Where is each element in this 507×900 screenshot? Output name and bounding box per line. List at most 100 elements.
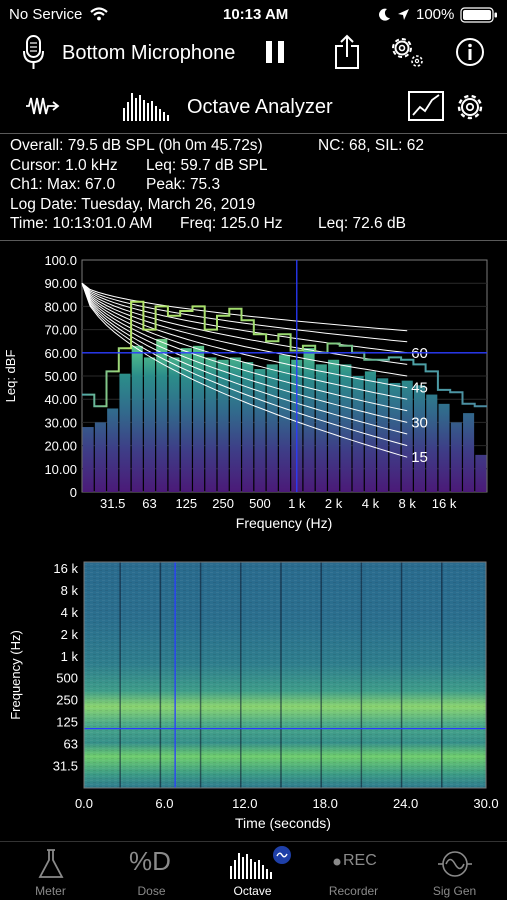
octave-bar (315, 364, 327, 492)
tab-bar: Meter %D Dose Octave REC Recorder (0, 842, 507, 900)
octave-y-tick-label: 20.00 (44, 439, 77, 454)
tab-sig-gen[interactable]: Sig Gen (404, 842, 505, 900)
nc-sil-text: NC: 68, SIL: 62 (318, 137, 424, 154)
octave-bar (229, 357, 241, 492)
tab-recorder-label: Recorder (328, 884, 379, 898)
spectrogram-cursor-leq-text: Leq: 72.6 dB (318, 215, 406, 232)
channel-max-text: Ch1: Max: 67.0 (10, 176, 116, 193)
octave-bar (389, 382, 401, 492)
rec-icon-text: REC (343, 852, 377, 869)
octave-bar (254, 369, 266, 492)
gear-icon[interactable] (455, 92, 485, 122)
nc-curve (81, 282, 408, 377)
tab-octave-label: Octave (233, 884, 272, 898)
flask-icon (38, 849, 64, 878)
nc-curve (81, 282, 408, 423)
tab-dose[interactable]: %D Dose (101, 842, 202, 900)
octave-y-axis-label: Leq: dBF (3, 350, 18, 403)
tab-meter[interactable]: Meter (0, 842, 101, 900)
spectrogram-y-tick-label: 125 (56, 715, 78, 730)
microphone-source-label[interactable]: Bottom Microphone (62, 42, 236, 64)
spectrogram-texture (84, 562, 486, 788)
microphone-icon[interactable] (22, 35, 46, 71)
log-date-text: Log Date: Tuesday, March 26, 2019 (10, 195, 256, 213)
octave-bar (450, 422, 462, 492)
octave-bar (303, 348, 315, 492)
nc-curve (81, 283, 408, 447)
spectrogram-x-axis-label: Time (seconds) (235, 815, 331, 831)
octave-bar (94, 422, 106, 492)
octave-y-tick-label: 80.00 (44, 299, 77, 314)
spectrogram-x-tick-label: 12.0 (232, 796, 257, 811)
spectrogram-cursor-freq-text: Freq: 125.0 Hz (180, 215, 283, 232)
nc-curve (81, 282, 408, 365)
clock-text: 10:13 AM (223, 6, 289, 23)
octave-y-tick-label: 50.00 (44, 369, 77, 384)
tab-octave[interactable]: Octave (202, 842, 303, 900)
nc-curve-label: 30 (411, 414, 428, 431)
spectrogram-x-tick-label: 24.0 (393, 796, 418, 811)
octave-x-tick-label: 2 k (325, 496, 343, 511)
mode-title: Octave Analyzer (187, 96, 333, 118)
octave-bar (82, 427, 94, 492)
spectrogram-x-tick-label: 30.0 (473, 796, 498, 811)
octave-bar (352, 376, 364, 492)
spectrogram-y-tick-label: 1 k (61, 649, 79, 664)
graph-settings-icon[interactable] (408, 91, 444, 121)
octave-x-tick-label: 8 k (399, 496, 417, 511)
waveform-mode-icon[interactable] (25, 95, 63, 117)
octave-bar (401, 380, 413, 492)
octave-bar (377, 378, 389, 492)
octave-bar (413, 385, 426, 492)
signal-generator-icon (438, 851, 472, 877)
tab-recorder[interactable]: REC Recorder (303, 842, 404, 900)
octave-bar (107, 408, 119, 492)
live-badge-icon (273, 846, 291, 864)
wifi-icon (90, 7, 108, 21)
measurement-info-panel: Overall: 79.5 dB SPL (0h 0m 45.72s) NC: … (10, 136, 500, 234)
spectrogram-y-tick-label: 31.5 (53, 758, 78, 773)
nc-curve (81, 282, 408, 400)
tab-sig-gen-label: Sig Gen (432, 884, 477, 898)
octave-bar (438, 403, 450, 492)
octave-bar (328, 359, 340, 492)
octave-x-tick-label: 31.5 (100, 496, 125, 511)
info-icon[interactable] (455, 37, 485, 67)
nc-curve-label: 15 (411, 449, 428, 466)
octave-bar (242, 362, 254, 492)
octave-bars-icon[interactable] (122, 90, 176, 122)
spectrogram-y-tick-label: 500 (56, 671, 78, 686)
spectrogram-y-tick-label: 16 k (53, 561, 78, 576)
status-bar: No Service 10:13 AM 100% (0, 0, 507, 30)
pause-icon[interactable] (264, 39, 286, 65)
log-time-text: Time: 10:13:01.0 AM (10, 215, 153, 232)
cursor-frequency-text: Cursor: 1.0 kHz (10, 156, 118, 174)
nc-curve (81, 282, 408, 343)
octave-bar (168, 357, 180, 492)
tab-dose-label: Dose (137, 884, 166, 898)
tabbar-divider (0, 841, 507, 842)
cursor-leq-text: Leq: 59.7 dB SPL (146, 156, 268, 174)
settings-gears-icon[interactable] (388, 34, 426, 70)
octave-max-line (82, 300, 487, 408)
octave-bar (426, 394, 438, 492)
overall-level-text: Overall: 79.5 dB SPL (0h 0m 45.72s) (10, 137, 263, 154)
octave-bar (143, 357, 156, 492)
octave-y-tick-label: 30.00 (44, 415, 77, 430)
octave-x-tick-label: 1 k (288, 496, 306, 511)
share-icon[interactable] (334, 34, 360, 70)
nc-curve (81, 283, 408, 458)
spectrogram-y-axis-label: Frequency (Hz) (8, 630, 23, 720)
spectrogram-chart[interactable]: 16 k 8 k 4 k 2 k 1 k 500 250 125 63 31.5 0.0 6.0 12… (0, 552, 507, 837)
octave-bar (364, 371, 376, 492)
octave-x-axis-label: Frequency (Hz) (236, 515, 332, 531)
octave-y-tick-label: 0 (70, 485, 77, 500)
header-divider (0, 133, 507, 134)
moon-icon (379, 8, 390, 21)
carrier-text: No Service (9, 6, 83, 23)
octave-x-tick-label: 63 (142, 496, 156, 511)
octave-x-tick-label: 125 (175, 496, 197, 511)
battery-text: 100% (416, 6, 455, 23)
octave-bar (266, 364, 278, 492)
